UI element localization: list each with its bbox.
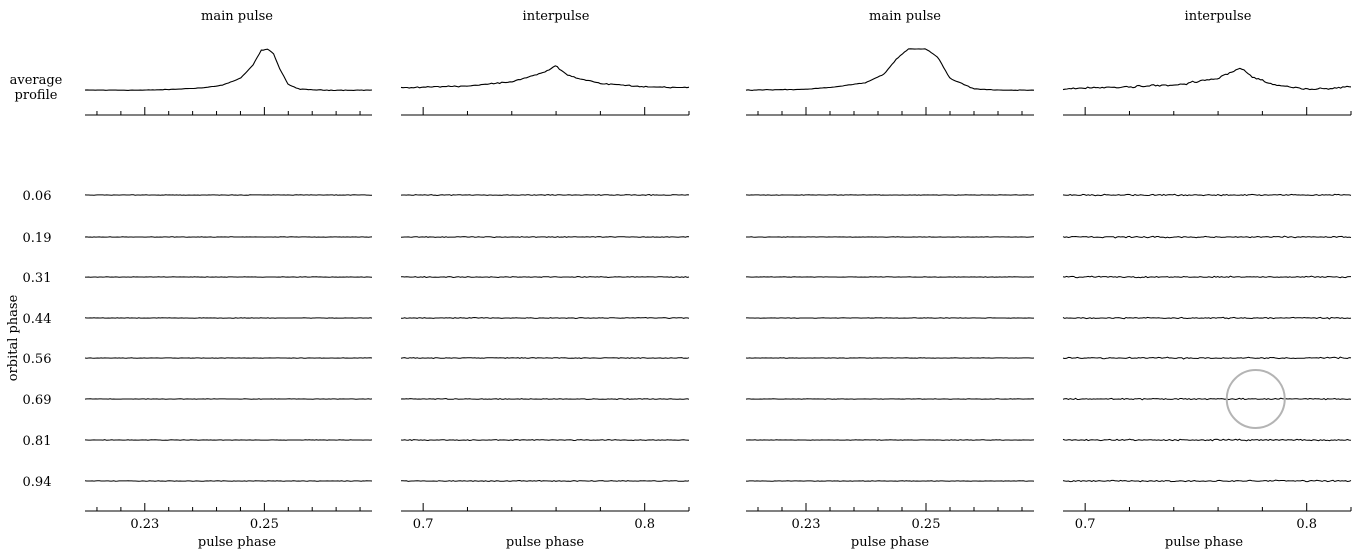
tick-label-1-1: 0.23: [130, 517, 159, 532]
residual-trace-2-0.69: [400, 397, 690, 401]
residual-trace-2-0.19: [400, 236, 690, 239]
residual-trace-1-0.19: [84, 236, 373, 238]
residual-trace-1-0.06: [84, 194, 372, 196]
residual-trace-1-0.81: [84, 439, 373, 441]
residual-trace-1-0.56: [84, 357, 373, 359]
average-profile-line-1: [84, 48, 373, 92]
tick-label-1-2: 0.25: [250, 517, 279, 532]
residual-trace-2-0.06: [400, 193, 690, 197]
residual-trace-2-0.94: [401, 479, 690, 482]
x-axis-label-3: pulse phase: [851, 535, 929, 550]
residual-trace-4-0.69: [1062, 397, 1352, 401]
residual-trace-2-0.44: [401, 316, 690, 320]
orbital-phase-label-0.06: 0.06: [23, 189, 52, 204]
residual-trace-4-0.06: [1062, 193, 1352, 197]
y-axis-label: orbital phase: [6, 294, 21, 381]
orbital-phase-label-0.69: 0.69: [23, 393, 52, 408]
tick-label-2-1: 0.7: [413, 517, 434, 532]
residual-trace-4-0.94: [1062, 479, 1352, 483]
x-axis-label-1: pulse phase: [198, 535, 276, 550]
panel-title-4: interpulse: [1185, 9, 1252, 24]
residual-trace-4-0.31: [1062, 275, 1351, 279]
average-profile-label-line1: average: [10, 73, 63, 88]
residual-trace-2-0.81: [400, 439, 690, 442]
residual-trace-1-0.94: [84, 480, 373, 482]
average-profile-line-4: [1062, 67, 1352, 91]
residual-trace-1-0.31: [85, 276, 373, 278]
tick-label-4-1: 0.7: [1075, 517, 1096, 532]
orbital-phase-label-0.31: 0.31: [23, 271, 52, 286]
panel-title-3: main pulse: [869, 9, 941, 24]
residual-trace-4-0.81: [1062, 438, 1352, 442]
orbital-phase-label-0.56: 0.56: [23, 352, 52, 367]
residual-trace-4-0.56: [1062, 356, 1352, 360]
tick-label-3-2: 0.25: [912, 517, 941, 532]
x-axis-label-2: pulse phase: [506, 535, 584, 550]
residual-trace-3-0.31: [746, 276, 1035, 278]
orbital-phase-label-0.19: 0.19: [23, 231, 52, 246]
residual-trace-3-0.44: [746, 317, 1034, 319]
average-profile-label-line2: profile: [15, 88, 58, 103]
highlight-circle: [1225, 369, 1286, 429]
average-profile-line-2: [400, 65, 690, 89]
tick-label-3-1: 0.23: [792, 517, 821, 532]
tick-label-2-2: 0.8: [634, 517, 655, 532]
residual-trace-2-0.56: [400, 357, 690, 360]
residual-trace-1-0.44: [84, 317, 373, 319]
residual-trace-2-0.31: [400, 275, 690, 279]
panel-title-2: interpulse: [523, 9, 590, 24]
residual-trace-4-0.44: [1062, 316, 1352, 320]
residual-trace-4-0.19: [1062, 235, 1352, 239]
orbital-phase-label-0.94: 0.94: [23, 475, 52, 490]
residual-trace-3-0.81: [746, 439, 1035, 441]
average-profile-line-3: [745, 48, 1035, 91]
orbital-phase-label-0.81: 0.81: [23, 434, 52, 449]
panel-title-1: main pulse: [201, 9, 273, 24]
tick-label-4-2: 0.8: [1296, 517, 1317, 532]
x-axis-label-4: pulse phase: [1165, 535, 1243, 550]
orbital-phase-label-0.44: 0.44: [23, 312, 52, 327]
plot-layer: 0.06 0.19 0.31 0.44 0.56 0.69 0.81 0.94 0.23 0.25…: [23, 48, 1352, 532]
